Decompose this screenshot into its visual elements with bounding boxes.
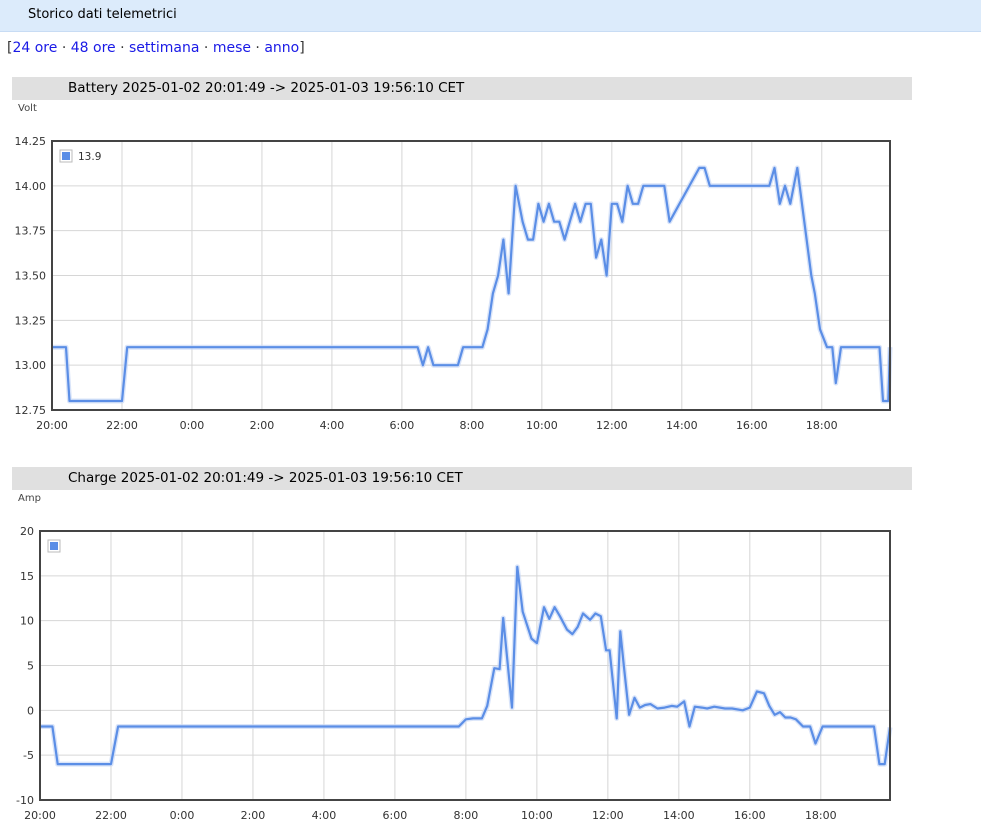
range-link-week[interactable]: settimana — [129, 40, 200, 56]
battery-chart: 12.75 13.00 13.25 13.50 13.75 14.00 14.25 20:00… — [15, 135, 893, 432]
charge-x-tick-label: 2:00 — [241, 809, 266, 822]
charge-legend-swatch — [50, 542, 58, 550]
charge-y-tick-label: 10 — [20, 615, 34, 628]
charge-x-tick-label: 20:00 — [24, 809, 56, 822]
charge-x-tick-label: 4:00 — [312, 809, 337, 822]
battery-y-tick-label: 12.75 — [15, 404, 47, 417]
charge-x-tick-label: 8:00 — [454, 809, 479, 822]
battery-x-tick-label: 0:00 — [180, 419, 205, 432]
charge-x-tick-label: 16:00 — [734, 809, 766, 822]
charge-chart-title: Charge 2025-01-02 20:01:49 -> 2025-01-03… — [68, 470, 463, 486]
charge-y-unit: Amp — [18, 493, 41, 504]
battery-x-tick-label: 12:00 — [596, 419, 628, 432]
battery-x-tick-label: 14:00 — [666, 419, 698, 432]
range-link-48h[interactable]: 48 ore — [70, 40, 116, 56]
range-links: [24 ore · 48 ore · settimana · mese · an… — [7, 40, 305, 56]
battery-x-tick-label: 4:00 — [320, 419, 345, 432]
battery-y-tick-label: 13.50 — [15, 270, 47, 283]
battery-y-tick-label: 14.00 — [15, 180, 47, 193]
charge-y-tick-label: -5 — [23, 749, 34, 762]
battery-y-unit: Volt — [18, 103, 37, 114]
battery-y-tick-label: 13.75 — [15, 225, 47, 238]
battery-x-tick-label: 8:00 — [460, 419, 485, 432]
charge-x-tick-label: 22:00 — [95, 809, 127, 822]
charge-x-tick-label: 10:00 — [521, 809, 553, 822]
range-link-24h[interactable]: 24 ore — [12, 40, 58, 56]
charge-chart: -10 -5 0 5 10 15 20 20:00 22:00 0:00 2:00 4:00 6:00 8… — [16, 525, 893, 822]
battery-chart-title: Battery 2025-01-02 20:01:49 -> 2025-01-0… — [68, 80, 465, 96]
charge-y-tick-label: -10 — [16, 794, 34, 807]
battery-x-tick-label: 2:00 — [250, 419, 275, 432]
battery-x-tick-label: 10:00 — [526, 419, 558, 432]
charge-x-tick-label: 18:00 — [805, 809, 837, 822]
charge-y-tick-label: 5 — [27, 660, 34, 673]
charge-series-line — [40, 565, 892, 766]
charge-y-tick-label: 15 — [20, 570, 34, 583]
charge-plot-frame — [39, 530, 891, 801]
battery-x-tick-label: 18:00 — [806, 419, 838, 432]
battery-plot-frame — [51, 140, 891, 411]
charge-x-tick-label: 6:00 — [383, 809, 408, 822]
page-header: Storico dati telemetrici — [0, 0, 981, 32]
battery-y-tick-label: 13.25 — [15, 314, 47, 327]
battery-series-line — [52, 166, 892, 403]
battery-x-tick-label: 22:00 — [106, 419, 138, 432]
range-link-year[interactable]: anno — [264, 40, 300, 56]
battery-y-tick-label: 13.00 — [15, 359, 47, 372]
charge-x-tick-label: 0:00 — [170, 809, 195, 822]
battery-x-tick-label: 16:00 — [736, 419, 768, 432]
range-link-month[interactable]: mese — [212, 40, 251, 56]
battery-legend-label: 13.9 — [78, 151, 101, 163]
charge-chart-title-bar: Charge 2025-01-02 20:01:49 -> 2025-01-03… — [12, 467, 912, 490]
charge-y-tick-label: 20 — [20, 525, 34, 538]
battery-y-tick-label: 14.25 — [15, 135, 47, 148]
battery-x-tick-label: 20:00 — [36, 419, 68, 432]
page-title: Storico dati telemetrici — [28, 7, 177, 22]
battery-x-tick-label: 6:00 — [390, 419, 415, 432]
battery-legend-swatch — [62, 152, 70, 160]
charge-y-tick-label: 0 — [27, 704, 34, 717]
charge-x-tick-label: 12:00 — [592, 809, 624, 822]
battery-chart-title-bar: Battery 2025-01-02 20:01:49 -> 2025-01-0… — [12, 77, 912, 100]
charge-x-tick-label: 14:00 — [663, 809, 695, 822]
